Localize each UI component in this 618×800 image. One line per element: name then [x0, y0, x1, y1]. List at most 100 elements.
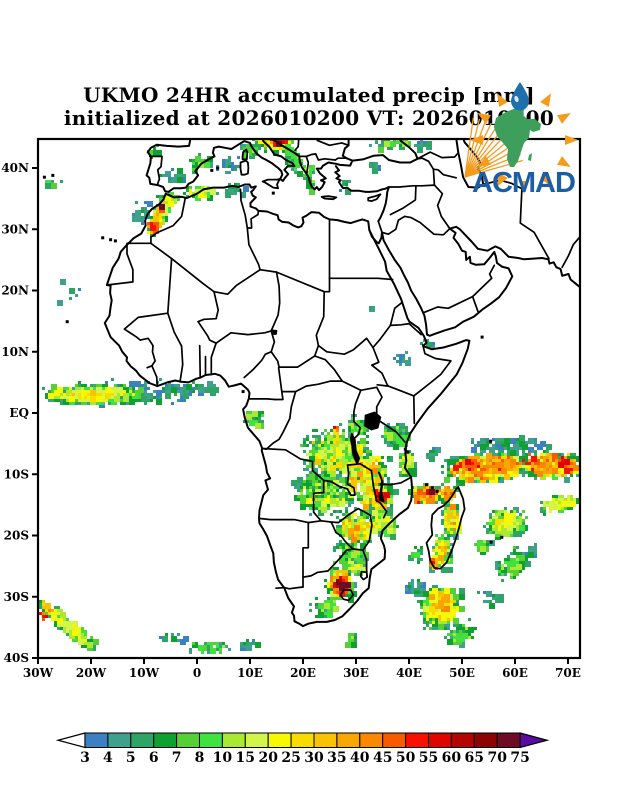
country-border [261, 447, 314, 472]
colorbar-label: 60 [442, 750, 462, 766]
country-border [302, 521, 310, 588]
country-border [313, 355, 344, 382]
country-border [359, 462, 373, 472]
sun-ray-icon [557, 156, 571, 167]
country-border [389, 322, 423, 336]
y-tick-label: 10N [1, 345, 29, 359]
colorbar-cell [84, 732, 109, 748]
colorbar-cell [428, 732, 452, 748]
x-tick-label: 40E [396, 666, 422, 680]
country-border [259, 268, 331, 293]
y-tick-label: 10S [4, 467, 29, 481]
x-tick-label: 60E [502, 666, 528, 680]
x-tick-label: 10W [129, 666, 160, 680]
colorbar-cell [107, 732, 132, 748]
small-island [489, 540, 493, 544]
small-island [406, 450, 410, 454]
colorbar-label: 50 [396, 750, 416, 766]
country-border [215, 330, 273, 345]
country-border [471, 264, 496, 298]
sun-ray-icon [540, 173, 551, 187]
island [241, 148, 249, 161]
colorbar-label: 4 [103, 750, 113, 766]
y-tick-label: 30N [1, 222, 29, 236]
colorbar-label: 30 [304, 750, 324, 766]
colorbar-cell [382, 732, 407, 748]
country-border [210, 342, 217, 376]
country-border [351, 420, 362, 441]
country-border [381, 215, 406, 236]
country-border [379, 476, 412, 486]
country-border [150, 242, 215, 293]
country-border [270, 271, 281, 332]
colorbar-cell [290, 732, 315, 748]
colorbar-label: 55 [419, 750, 438, 766]
sun-ray-icon [557, 113, 571, 124]
coastline [455, 139, 485, 189]
country-border [412, 344, 452, 397]
country-border [311, 469, 325, 522]
y-tick-label: 30S [4, 590, 29, 604]
small-island [210, 168, 214, 172]
colorbar-cell [359, 732, 384, 748]
x-tick-label: 70E [555, 666, 581, 680]
colorbar-cell [153, 732, 178, 748]
country-border [433, 184, 451, 230]
sun-ray-icon [477, 113, 491, 124]
country-border [305, 155, 310, 175]
island [320, 195, 338, 201]
small-island [241, 390, 245, 394]
colorbar-cell [313, 732, 338, 748]
country-border [270, 350, 316, 368]
country-border [371, 324, 392, 367]
colorbar-cell [336, 732, 361, 748]
country-border [412, 395, 416, 425]
y-tick-label: 40N [1, 161, 29, 175]
small-island [425, 483, 428, 487]
small-island [101, 236, 105, 240]
title-line-1: UKMO 24HR accumulated precip [mm] [83, 83, 535, 107]
country-border [274, 366, 284, 401]
coastline [351, 139, 419, 164]
coastline [145, 139, 296, 193]
country-border [375, 418, 406, 443]
fan-line-icon [464, 117, 474, 178]
small-island [109, 238, 113, 242]
colorbar-cell [130, 732, 155, 748]
fan-line-icon [464, 137, 512, 178]
colorbar-label: 8 [195, 750, 205, 766]
country-border [302, 548, 354, 578]
country-border [519, 187, 550, 260]
colorbar-label: 35 [327, 750, 346, 766]
small-island [489, 439, 493, 443]
coastline [269, 139, 354, 192]
colorbar-label: 3 [80, 750, 90, 766]
small-island [480, 335, 484, 339]
water-drop-icon [511, 82, 529, 111]
country-border [416, 151, 460, 160]
country-border [313, 290, 326, 357]
fan-line-icon [464, 142, 516, 178]
country-border [389, 184, 417, 216]
country-border [294, 139, 300, 152]
country-border [422, 295, 474, 314]
small-island [430, 486, 434, 490]
country-border [139, 337, 156, 369]
island [239, 159, 250, 176]
country-border [351, 548, 364, 552]
country-border [389, 301, 403, 327]
coastline [103, 183, 471, 628]
country-border [243, 330, 276, 379]
sun-ray-icon [497, 173, 508, 187]
country-border [150, 197, 187, 245]
island [425, 486, 466, 570]
country-border [179, 345, 184, 383]
country-border [359, 570, 368, 581]
country-border [416, 157, 436, 186]
country-border [330, 521, 354, 550]
colorbar-cell [221, 732, 246, 748]
colorbar-cell [267, 732, 292, 748]
country-border [317, 337, 374, 356]
precip-cells [45, 139, 579, 654]
colorbar-label: 45 [373, 750, 392, 766]
